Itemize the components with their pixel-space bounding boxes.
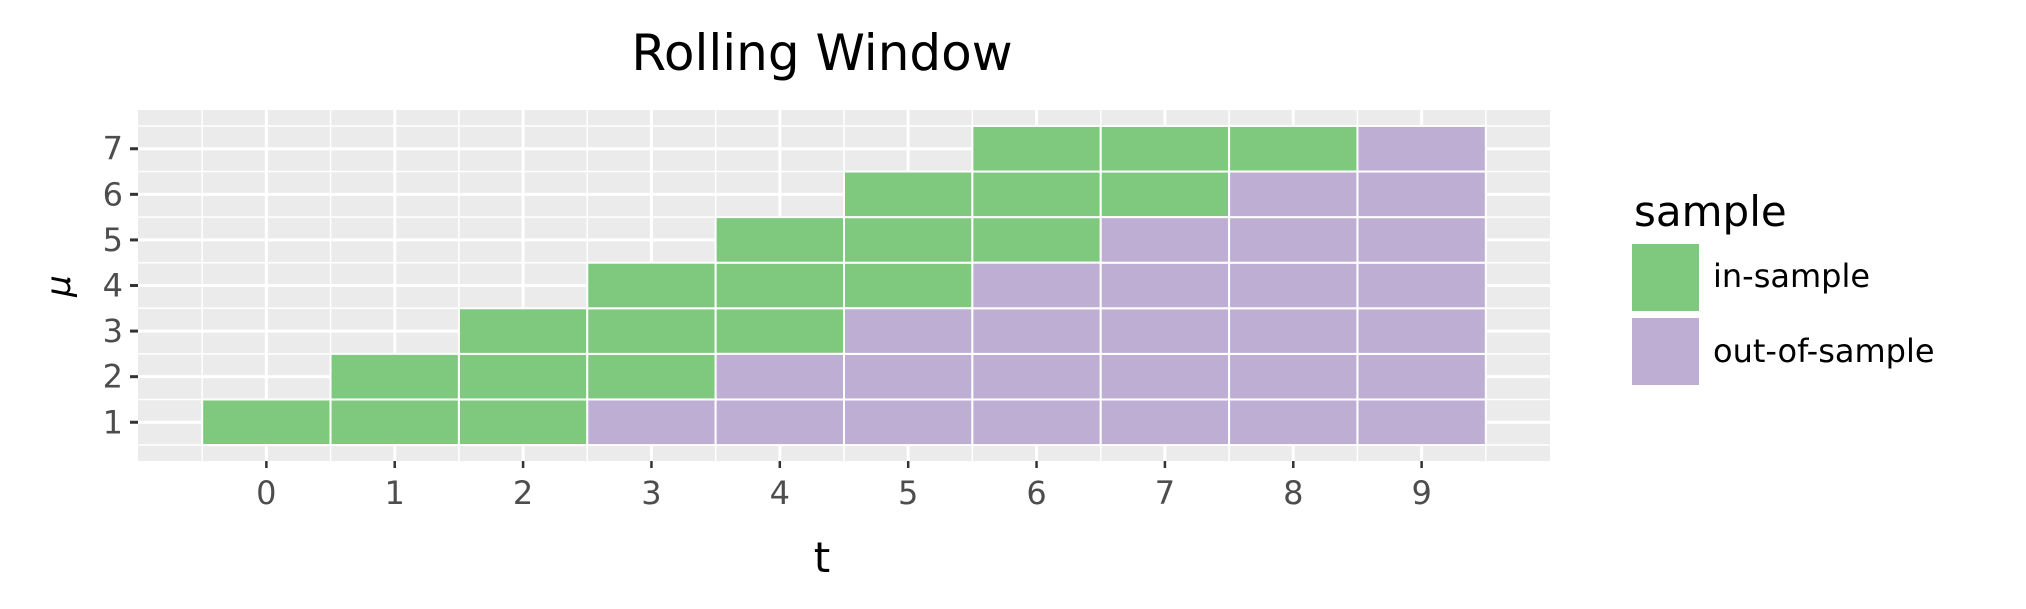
tile-out-of-sample: [1228, 170, 1359, 219]
y-tick-label: 7: [103, 130, 123, 168]
tile-in-sample: [1228, 124, 1359, 173]
legend: sample in-sample out-of-sample: [1632, 187, 1935, 385]
tile-out-of-sample: [1099, 307, 1231, 355]
x-tick-label: 2: [513, 474, 533, 512]
tile-out-of-sample: [1228, 307, 1359, 355]
x-tick-label: 8: [1283, 474, 1303, 512]
tile-out-of-sample: [843, 398, 974, 447]
tile-out-of-sample: [1099, 261, 1231, 310]
tile-in-sample: [971, 124, 1102, 173]
x-axis-label: t: [814, 533, 830, 582]
y-tick-label: 4: [103, 267, 123, 305]
tile-in-sample: [714, 216, 845, 264]
chart-title: Rolling Window: [631, 24, 1012, 82]
tile-in-sample: [586, 261, 717, 310]
tile-out-of-sample: [843, 307, 974, 355]
tile-out-of-sample: [1099, 216, 1231, 264]
tile-in-sample: [1099, 170, 1231, 219]
tile-out-of-sample: [1356, 398, 1487, 447]
x-tick-label: 3: [641, 474, 661, 512]
tile-in-sample: [586, 352, 717, 401]
tile-out-of-sample: [1356, 216, 1487, 264]
tile-in-sample: [329, 398, 460, 447]
tile-in-sample: [457, 352, 589, 401]
y-tick-label: 2: [103, 358, 123, 396]
tile-in-sample: [201, 398, 332, 447]
tile-out-of-sample: [1099, 352, 1231, 401]
tile-out-of-sample: [1356, 170, 1487, 219]
x-tick-label: 5: [898, 474, 918, 512]
x-tick-label: 4: [770, 474, 790, 512]
legend-label-out-of-sample: out-of-sample: [1713, 332, 1935, 370]
tile-out-of-sample: [971, 398, 1102, 447]
tile-in-sample: [457, 307, 589, 355]
x-axis: 0 1 2 3 4 5 6 7 8 9: [256, 461, 1432, 512]
y-axis-label: μ: [39, 275, 79, 298]
x-tick-label: 0: [256, 474, 276, 512]
tile-in-sample: [586, 307, 717, 355]
tile-out-of-sample: [971, 261, 1102, 310]
tile-in-sample: [971, 170, 1102, 219]
tile-out-of-sample: [714, 352, 845, 401]
tile-in-sample: [843, 216, 974, 264]
y-tick-label: 6: [103, 175, 123, 213]
tile-out-of-sample: [586, 398, 717, 447]
tile-in-sample: [843, 261, 974, 310]
tile-in-sample: [329, 352, 460, 401]
tile-in-sample: [714, 307, 845, 355]
tile-out-of-sample: [843, 352, 974, 401]
y-axis: 1 2 3 4 5 6 7: [103, 130, 138, 441]
legend-label-in-sample: in-sample: [1713, 257, 1870, 295]
tile-out-of-sample: [1356, 261, 1487, 310]
tile-out-of-sample: [1228, 352, 1359, 401]
tile-out-of-sample: [1356, 307, 1487, 355]
tile-out-of-sample: [1228, 398, 1359, 447]
tile-in-sample: [843, 170, 974, 219]
tile-in-sample: [457, 398, 589, 447]
x-tick-label: 7: [1155, 474, 1175, 512]
y-tick-label: 1: [103, 403, 123, 441]
tiles: [201, 124, 1487, 447]
legend-key-in-sample: [1632, 244, 1699, 311]
tile-in-sample: [714, 261, 845, 310]
tile-out-of-sample: [1356, 352, 1487, 401]
legend-key-out-of-sample: [1632, 318, 1699, 385]
y-tick-label: 3: [103, 312, 123, 350]
tile-out-of-sample: [714, 398, 845, 447]
legend-title: sample: [1634, 187, 1787, 236]
tile-in-sample: [1099, 124, 1231, 173]
y-tick-label: 5: [103, 221, 123, 259]
tile-out-of-sample: [971, 352, 1102, 401]
x-tick-label: 1: [385, 474, 405, 512]
x-tick-label: 6: [1026, 474, 1046, 512]
tile-out-of-sample: [1356, 124, 1487, 173]
tile-out-of-sample: [1228, 261, 1359, 310]
tile-in-sample: [971, 216, 1102, 264]
x-tick-label: 9: [1411, 474, 1431, 512]
tile-out-of-sample: [1099, 398, 1231, 447]
tile-out-of-sample: [971, 307, 1102, 355]
tile-out-of-sample: [1228, 216, 1359, 264]
